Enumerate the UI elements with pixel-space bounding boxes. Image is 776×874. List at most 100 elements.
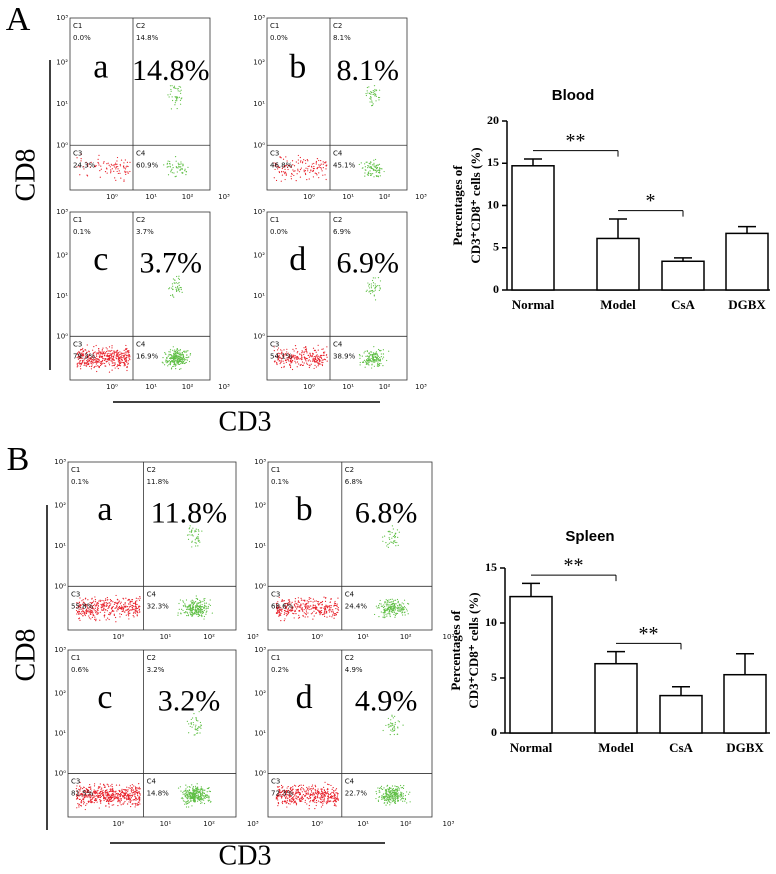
event-dot (102, 605, 104, 607)
event-dot (283, 365, 285, 367)
event-dot (405, 608, 408, 610)
event-dot (316, 361, 318, 363)
event-dot (110, 797, 112, 800)
event-dot (191, 540, 193, 542)
event-dot (203, 615, 206, 618)
event-dot (320, 159, 322, 162)
event-dot (391, 603, 393, 605)
event-dot (316, 356, 318, 358)
event-dot (369, 173, 371, 175)
event-dot (368, 165, 370, 167)
quadrant-value: 3.2% (147, 666, 165, 674)
event-dot (376, 175, 378, 177)
event-dot (279, 607, 282, 609)
event-dot (331, 616, 333, 618)
event-dot (185, 171, 188, 173)
event-dot (109, 599, 111, 601)
event-dot (128, 793, 130, 795)
event-dot (196, 537, 198, 539)
event-dot (393, 725, 395, 727)
event-dot (391, 541, 393, 544)
event-dot (393, 729, 396, 732)
event-dot (364, 169, 366, 171)
event-dot (174, 102, 176, 104)
event-dot (278, 596, 280, 598)
event-dot (179, 166, 182, 168)
event-dot (383, 535, 386, 537)
event-dot (312, 793, 314, 795)
event-dot (198, 607, 201, 609)
event-dot (290, 796, 292, 798)
event-dot (277, 805, 279, 807)
event-dot (282, 800, 284, 802)
event-dot (385, 804, 387, 806)
event-dot (93, 799, 96, 802)
event-dot (117, 602, 119, 604)
event-dot (86, 788, 88, 791)
event-dot (390, 541, 392, 543)
event-dot (99, 783, 101, 785)
event-dot (295, 785, 297, 787)
event-dot (171, 168, 173, 170)
quadrant-value: 72.3% (271, 790, 294, 798)
event-dot (81, 794, 83, 796)
quadrant-value: 0.2% (271, 666, 289, 674)
event-dot (294, 795, 296, 797)
y-tick-label: 10³ (254, 646, 266, 654)
event-dot (125, 797, 127, 799)
event-dot (199, 609, 201, 611)
event-dot (306, 600, 308, 602)
event-dot (282, 353, 285, 355)
event-dot (391, 792, 393, 794)
event-dot (327, 792, 329, 795)
event-dot (129, 161, 131, 163)
quadrant-value: 6.9% (333, 228, 351, 236)
event-dot (337, 799, 339, 801)
event-dot (122, 795, 124, 797)
event-dot (80, 608, 82, 610)
event-dot (170, 169, 172, 171)
event-dot (169, 287, 171, 289)
event-dot (97, 793, 99, 795)
event-dot (289, 365, 292, 367)
event-dot (115, 784, 118, 786)
event-dot (205, 605, 207, 607)
event-dot (288, 601, 290, 604)
event-dot (390, 609, 392, 611)
event-dot (120, 177, 122, 179)
event-dot (109, 799, 111, 801)
event-dot (374, 283, 376, 285)
event-dot (101, 609, 103, 611)
event-dot (113, 170, 115, 172)
x-tick-label: 10² (203, 820, 215, 828)
event-dot (291, 607, 293, 609)
event-dot (331, 788, 333, 790)
event-dot (383, 605, 386, 608)
quadrant-value: 46.8% (270, 161, 293, 169)
event-dot (388, 604, 390, 606)
event-dot (299, 364, 301, 366)
event-dot (305, 792, 307, 794)
event-dot (287, 360, 290, 362)
event-dot (384, 610, 387, 612)
event-dot (196, 728, 199, 730)
bar (659, 694, 703, 734)
event-dot (286, 791, 288, 793)
event-dot (406, 802, 408, 804)
y-axis-label: Percentages of (450, 165, 465, 246)
event-dot (120, 804, 122, 806)
event-dot (118, 800, 121, 802)
event-dot (380, 362, 382, 365)
event-dot (196, 783, 198, 785)
event-dot (198, 796, 200, 798)
event-dot (290, 606, 292, 609)
event-dot (287, 803, 290, 805)
event-dot (94, 793, 96, 795)
event-dot (396, 794, 398, 797)
event-dot (382, 796, 385, 799)
event-dot (98, 795, 100, 797)
event-dot (173, 85, 175, 87)
event-dot (365, 92, 367, 95)
event-dot (363, 359, 366, 361)
event-dot (387, 603, 389, 605)
